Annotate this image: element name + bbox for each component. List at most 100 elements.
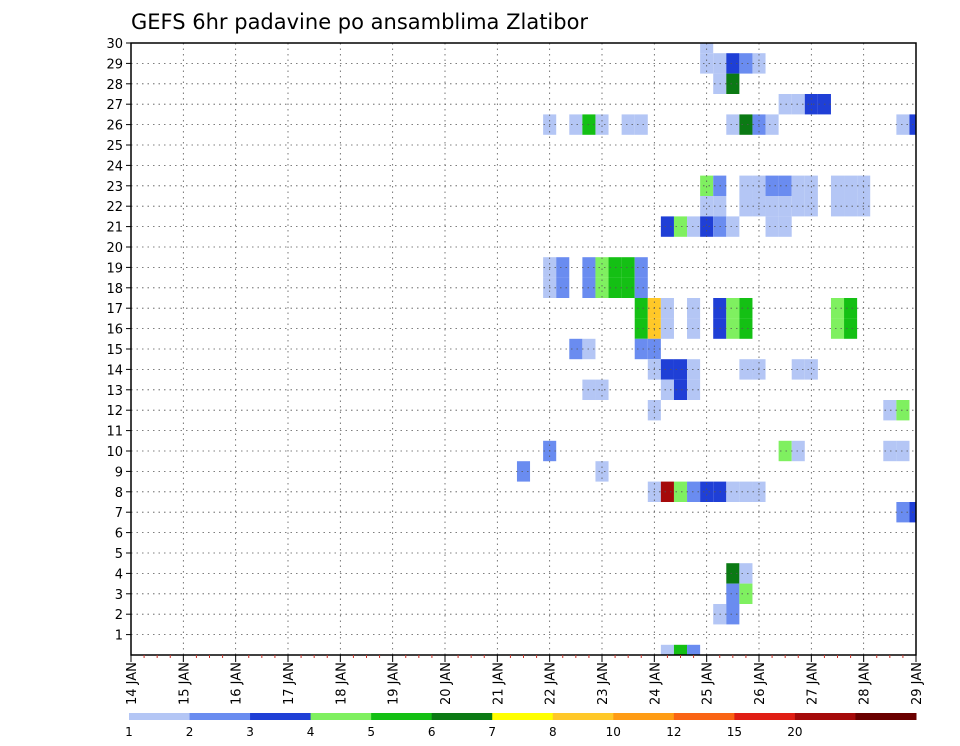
precip-cell — [791, 175, 805, 196]
precip-cell — [687, 481, 701, 502]
precip-cell — [726, 563, 740, 584]
precip-cell — [739, 53, 753, 74]
y-tick-label: 17 — [106, 302, 123, 317]
precip-cell — [595, 277, 609, 298]
precip-cell — [778, 440, 792, 462]
y-tick-label: 21 — [106, 221, 123, 236]
precip-cell — [700, 175, 714, 196]
precip-cell — [726, 216, 740, 237]
precip-cell — [556, 277, 570, 298]
y-tick-label: 3 — [115, 588, 123, 603]
precip-cell — [634, 114, 648, 135]
precip-cell — [726, 114, 740, 135]
precip-cell — [830, 175, 845, 196]
precip-cell — [726, 73, 740, 94]
legend-color-swatch — [492, 713, 554, 720]
precip-cell — [778, 216, 792, 237]
y-tick-label: 12 — [106, 404, 123, 419]
precip-cell — [634, 338, 648, 360]
x-tick-label: 24 JAN — [648, 662, 663, 705]
precip-cell — [660, 644, 674, 655]
precip-cell — [804, 175, 818, 196]
x-tick-label: 15 JAN — [177, 662, 192, 705]
precip-cell — [673, 379, 688, 400]
precip-cell — [700, 196, 714, 217]
precip-cell — [634, 277, 648, 298]
precip-cell — [739, 359, 753, 380]
legend-color-swatch — [189, 713, 251, 720]
legend-color-swatch — [673, 713, 735, 720]
legend-color-swatch — [855, 713, 917, 720]
precip-cell — [621, 114, 635, 135]
y-tick-label: 16 — [106, 323, 123, 338]
y-tick-label: 1 — [115, 629, 123, 644]
x-tick-label: 14 JAN — [125, 662, 140, 705]
y-tick-label: 28 — [106, 78, 123, 93]
precip-cell — [660, 298, 674, 319]
y-tick-label: 24 — [106, 159, 123, 174]
legend-color-swatch — [371, 713, 433, 720]
precip-cell — [739, 481, 753, 502]
precip-cell — [896, 502, 910, 523]
y-tick-label: 30 — [106, 37, 123, 52]
precip-cell — [687, 318, 701, 339]
x-tick-label: 26 JAN — [753, 662, 768, 705]
precip-cell — [687, 359, 701, 380]
legend-color-swatch — [794, 713, 856, 720]
precip-cell — [844, 175, 858, 196]
legend-label: 7 — [488, 725, 496, 739]
precip-cell — [634, 318, 648, 339]
legend-label: 1 — [125, 725, 133, 739]
y-tick-label: 4 — [115, 567, 123, 582]
precip-cell — [765, 196, 779, 217]
precip-cell — [621, 277, 635, 298]
grid-layer — [131, 43, 916, 655]
color-legend: 1 2 3 4 5 6 7 8 10 12 15 20 — [125, 713, 917, 739]
precip-cell — [673, 644, 688, 655]
precip-cell — [726, 583, 740, 604]
y-tick-label: 9 — [115, 465, 123, 480]
precip-cell — [844, 298, 858, 319]
legend-label: 6 — [428, 725, 436, 739]
y-tick-label: 25 — [106, 139, 123, 154]
precip-cell — [791, 94, 805, 115]
precip-cell — [791, 196, 805, 217]
legend-label: 5 — [367, 725, 375, 739]
x-tick-label: 23 JAN — [596, 662, 611, 705]
precip-cell — [830, 298, 845, 319]
x-tick-label: 18 JAN — [334, 662, 349, 705]
legend-label: 10 — [606, 725, 621, 739]
precip-cell — [830, 196, 845, 217]
precip-cell — [804, 196, 818, 217]
legend-color-swatch — [129, 713, 191, 720]
precip-cell — [896, 114, 910, 135]
y-tick-label: 10 — [106, 445, 123, 460]
precip-cell — [687, 644, 701, 655]
y-tick-label: 8 — [115, 486, 123, 501]
precip-cell — [660, 481, 674, 502]
precip-cell — [739, 298, 753, 319]
precip-cell — [595, 461, 609, 482]
precip-cell — [687, 298, 701, 319]
precip-cell — [778, 175, 792, 196]
x-tick-label: 27 JAN — [805, 662, 820, 705]
x-tick-label: 16 JAN — [230, 662, 245, 705]
legend-color-swatch — [734, 713, 796, 720]
legend-label: 12 — [666, 725, 681, 739]
x-tick-label: 20 JAN — [439, 662, 454, 705]
precip-cell — [595, 114, 609, 135]
legend-color-swatch — [431, 713, 493, 720]
precip-cell — [700, 481, 714, 502]
cells-layer — [516, 43, 916, 655]
legend-color-swatch — [552, 713, 614, 720]
legend-label: 2 — [186, 725, 194, 739]
precip-cell — [896, 400, 910, 421]
y-axis: 1234567891011121314151617181920212223242… — [106, 37, 131, 644]
precip-cell — [739, 318, 753, 339]
precip-cell — [778, 196, 792, 217]
legend-label: 3 — [246, 725, 254, 739]
plot-frame — [130, 42, 917, 656]
precip-cell — [516, 461, 531, 482]
